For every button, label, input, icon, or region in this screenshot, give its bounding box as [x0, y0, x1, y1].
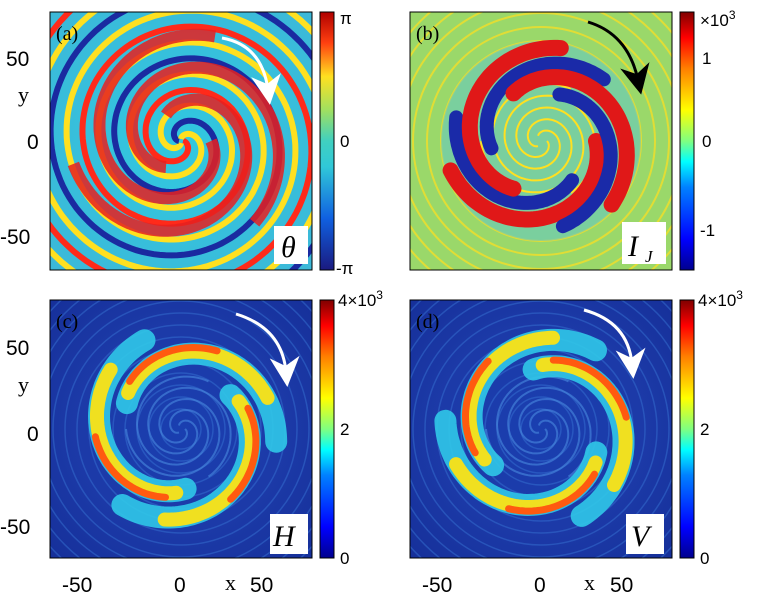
ij-inner-spiral	[503, 94, 597, 194]
colorbar-a-tick-bottom: -π	[336, 259, 353, 278]
colorbar-b-exponent: ×103	[700, 8, 736, 30]
y-tick-0-top: 0	[27, 131, 39, 154]
phase-arm	[67, 93, 253, 237]
panel-b-quantity-sub: J	[645, 247, 654, 266]
intensity-arm	[157, 394, 259, 527]
panel-b-rotation-arrow	[587, 20, 650, 95]
intensity-arm	[90, 362, 184, 501]
colorbar-c-tick-mid: 2	[340, 420, 349, 439]
ij-inner-spiral	[480, 106, 585, 194]
intensity-arm	[462, 330, 560, 467]
panel-d-frame	[409, 299, 673, 559]
y-tick-minus50-bottom: -50	[0, 516, 30, 539]
ij-positive-arm	[461, 39, 569, 197]
panel-c-image	[50, 300, 312, 558]
intensity-arm	[535, 357, 633, 492]
panel-d-rotation-arrow	[583, 308, 646, 379]
colorbar-c-tick-bottom: 0	[340, 549, 349, 568]
panel-d: (d) V	[409, 299, 673, 559]
intensity-arm-peak	[505, 470, 598, 515]
colorbar-d-tick-top: 4×103	[698, 288, 743, 310]
x-tick-50-right: 50	[610, 574, 633, 597]
panel-c: (c) H	[49, 299, 313, 559]
x-label-left: x	[225, 570, 236, 595]
panel-c-quantity: H	[272, 520, 297, 553]
y-axis-top: 50 y 0 -50	[0, 48, 39, 249]
colorbar-a-tick-mid: 0	[340, 132, 349, 151]
panel-b-quantity: I	[627, 230, 640, 263]
colorbar-a: π 0 -π	[319, 9, 353, 278]
ij-negative-arm	[552, 87, 618, 234]
intensity-arm-peak	[227, 404, 260, 503]
colorbar-c-tick-top: 4×103	[338, 288, 383, 310]
y-tick-0-bottom: 0	[27, 423, 39, 446]
panel-b: (b) I J	[409, 11, 673, 271]
x-axis-left: -50 0 x 50	[62, 570, 273, 597]
ij-negative-arm	[448, 110, 580, 210]
ij-ring	[426, 26, 656, 256]
panel-a-frame	[49, 11, 313, 271]
intensity-arm-peak	[91, 433, 169, 501]
colorbar-c: 4×103 2 0	[319, 288, 383, 568]
colorbar-d: 4×103 2 0	[679, 288, 743, 568]
panel-a-rotation-arrow	[221, 36, 281, 105]
x-label-right: x	[584, 570, 595, 595]
intensity-arm	[121, 344, 275, 405]
panel-b-frame	[409, 11, 673, 271]
panel-a: (a) θ	[49, 11, 313, 271]
x-tick-minus50-left: -50	[62, 574, 92, 597]
x-tick-50-left: 50	[250, 574, 273, 597]
x-tick-minus50-right: -50	[422, 574, 452, 597]
panel-b-label: (b)	[416, 23, 439, 45]
colorbar-b-tick-mid: 0	[702, 132, 711, 151]
y-label-top: y	[18, 82, 29, 107]
intensity-ring	[64, 312, 298, 546]
intensity-arm	[449, 455, 603, 514]
colorbar-b-tick-top: 1	[702, 49, 711, 68]
colorbar-b: ×103 1 0 -1	[679, 8, 736, 271]
intensity-arm-peak	[549, 356, 630, 421]
intensity-arm-peak	[126, 343, 221, 385]
panel-c-label: (c)	[56, 311, 78, 333]
panel-d-label: (d)	[416, 311, 439, 333]
y-axis-bottom: 50 y 0 -50	[0, 337, 39, 539]
colorbar-d-tick-mid: 2	[700, 420, 709, 439]
ij-positive-arm	[442, 133, 606, 228]
panel-a-quantity-box	[274, 226, 308, 264]
colorbar-d-tick-bottom: 0	[700, 549, 709, 568]
panel-a-label: (a)	[56, 23, 78, 45]
x-tick-0-right: 0	[534, 574, 546, 597]
phase-arm	[125, 61, 285, 227]
ij-ring	[412, 12, 670, 270]
panel-a-image	[50, 12, 312, 270]
panel-b-quantity-box	[622, 222, 666, 264]
intensity-arm-peak	[462, 357, 492, 457]
panel-c-frame	[49, 299, 313, 559]
panel-d-quantity-box	[626, 514, 664, 554]
phase-spiral-band	[50, 12, 312, 270]
ij-inner-spiral	[491, 82, 573, 182]
ij-positive-arm	[505, 69, 635, 213]
intensity-ring	[52, 300, 310, 558]
panel-d-quantity: V	[631, 520, 653, 553]
panel-c-quantity-box	[270, 514, 308, 554]
panel-a-quantity: θ	[281, 231, 296, 264]
panel-b-image	[410, 12, 672, 270]
colorbar-b-tick-bottom: -1	[700, 221, 715, 240]
panel-c-rotation-arrow	[235, 312, 300, 387]
ij-negative-arm	[479, 56, 611, 156]
y-tick-minus50-top: -50	[0, 226, 30, 249]
intensity-ring	[424, 312, 658, 546]
y-tick-50-bottom: 50	[6, 337, 29, 360]
x-axis-right: -50 0 x 50	[422, 570, 633, 597]
y-tick-50-top: 50	[6, 48, 29, 71]
colorbar-a-tick-top: π	[340, 9, 352, 28]
y-label-bottom: y	[18, 372, 29, 397]
intensity-ring	[412, 300, 670, 558]
x-tick-0-left: 0	[174, 574, 186, 597]
phase-arm	[93, 28, 221, 205]
